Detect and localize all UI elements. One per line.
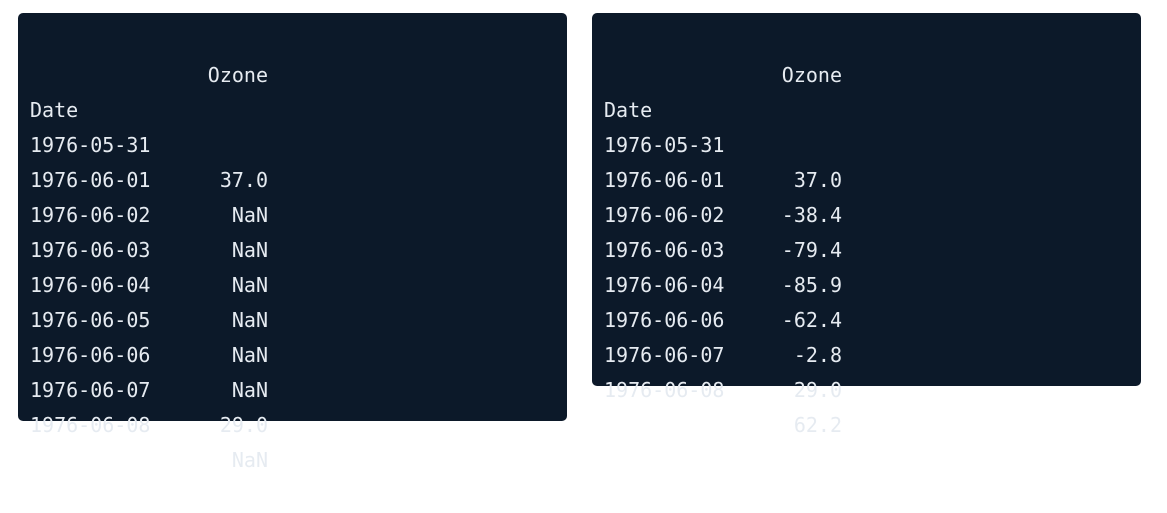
dataframe-output-left: Ozone Date 1976-05-31 37.0 1976-06-01 Na… <box>18 13 567 472</box>
row-date: 1976-06-01 <box>604 168 725 192</box>
row-value: -2.8 <box>793 343 842 367</box>
table-row: 1976-06-08 NaN <box>30 373 268 472</box>
table-row: 1976-06-04 -62.4 <box>604 233 842 332</box>
table-row: 1976-06-01 -38.4 <box>604 128 842 227</box>
table-row: 1976-06-06 -2.8 <box>604 268 842 367</box>
table-row: 1976-06-08 62.2 <box>604 338 842 437</box>
row-date: 1976-06-06 <box>604 308 725 332</box>
table-row: 1976-06-03 NaN <box>30 198 268 297</box>
table-row: 1976-06-07 29.0 <box>604 303 842 402</box>
row-date: 1976-06-02 <box>30 203 151 227</box>
table-row: 1976-06-04 NaN <box>30 233 268 332</box>
row-date: 1976-06-01 <box>30 168 151 192</box>
row-value: 62.2 <box>793 413 842 437</box>
table-row: 1976-06-06 NaN <box>30 303 268 402</box>
row-value: 29.0 <box>219 413 268 437</box>
row-value: NaN <box>231 378 268 402</box>
row-date: 1976-06-02 <box>604 203 725 227</box>
row-date: 1976-06-06 <box>30 343 151 367</box>
row-date: 1976-06-07 <box>604 343 725 367</box>
row-date: 1976-06-08 <box>604 378 725 402</box>
row-date: 1976-06-04 <box>604 273 725 297</box>
row-value: 29.0 <box>793 378 842 402</box>
index-name: Date <box>604 98 653 122</box>
column-header: Ozone <box>781 63 842 87</box>
table-row: 1976-05-31 37.0 <box>604 93 842 192</box>
row-value: -85.9 <box>781 273 842 297</box>
column-header-row: Ozone <box>604 23 842 87</box>
table-row: 1976-06-01 NaN <box>30 128 268 227</box>
index-name-row: Date <box>30 58 78 122</box>
row-date: 1976-06-07 <box>30 378 151 402</box>
row-value: NaN <box>231 203 268 227</box>
index-name-row: Date <box>604 58 652 122</box>
row-date: 1976-05-31 <box>30 133 151 157</box>
row-date: 1976-06-03 <box>604 238 725 262</box>
row-value: NaN <box>231 238 268 262</box>
table-row: 1976-06-05 NaN <box>30 268 268 367</box>
row-value: -38.4 <box>781 203 842 227</box>
column-header: Ozone <box>207 63 268 87</box>
row-date: 1976-05-31 <box>604 133 725 157</box>
row-value: NaN <box>231 448 268 472</box>
row-value: -79.4 <box>781 238 842 262</box>
table-row: 1976-06-02 NaN <box>30 163 268 262</box>
column-header-row: Ozone <box>30 23 268 87</box>
table-row: 1976-05-31 37.0 <box>30 93 268 192</box>
row-value: NaN <box>231 273 268 297</box>
row-value: NaN <box>231 343 268 367</box>
row-date: 1976-06-03 <box>30 238 151 262</box>
table-row: 1976-06-07 29.0 <box>30 338 268 437</box>
row-value: -62.4 <box>781 308 842 332</box>
index-name: Date <box>30 98 79 122</box>
row-value: NaN <box>231 308 268 332</box>
table-row: 1976-06-03 -85.9 <box>604 198 842 297</box>
row-date: 1976-06-08 <box>30 413 151 437</box>
dataframe-output-right: Ozone Date 1976-05-31 37.0 1976-06-01 -3… <box>592 13 1141 437</box>
table-row: 1976-06-02 -79.4 <box>604 163 842 262</box>
row-value: 37.0 <box>793 168 842 192</box>
row-date: 1976-06-05 <box>30 308 151 332</box>
row-value: 37.0 <box>219 168 268 192</box>
row-date: 1976-06-04 <box>30 273 151 297</box>
